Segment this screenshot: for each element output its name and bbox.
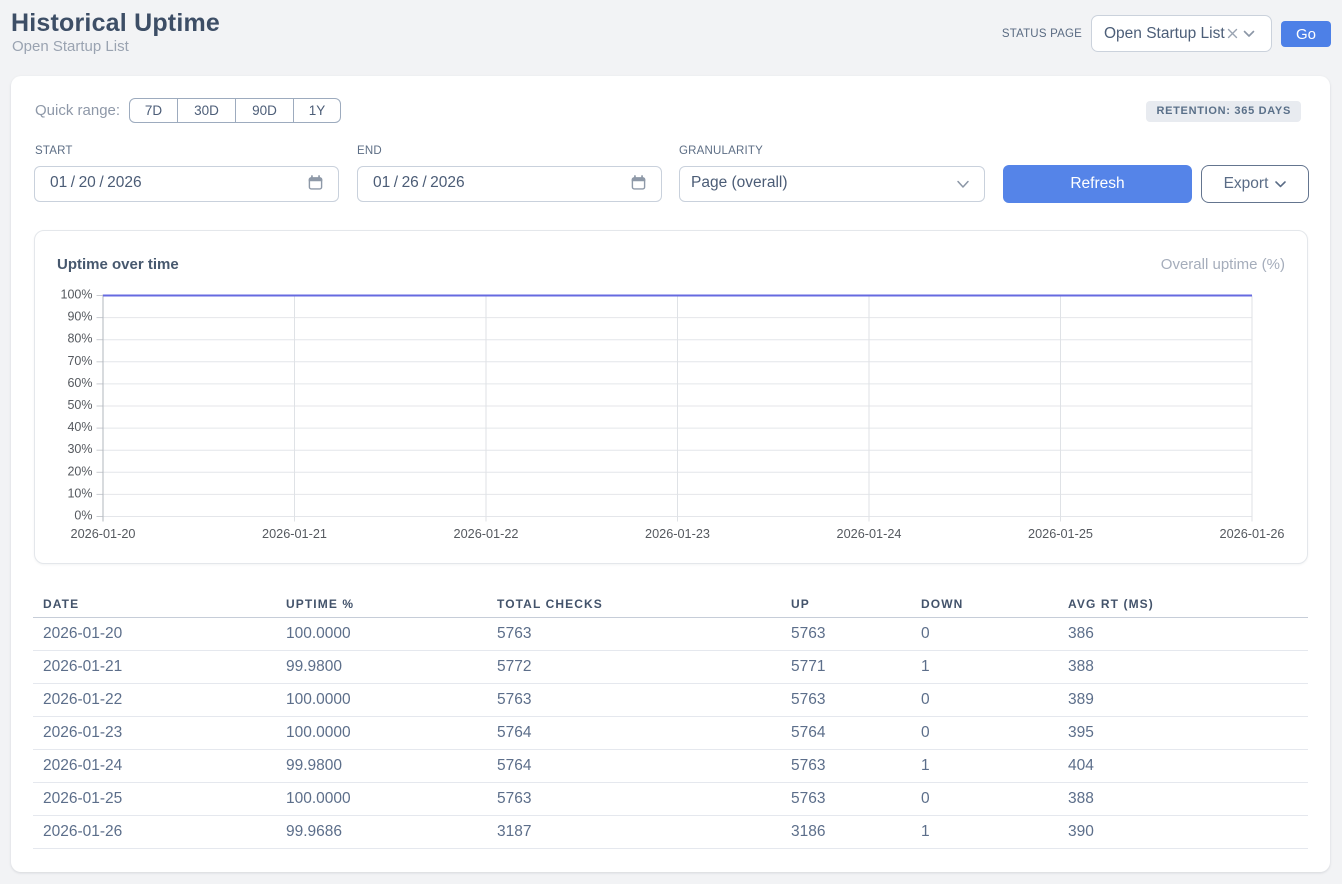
svg-text:60%: 60% [67, 376, 92, 390]
svg-text:2026-01-24: 2026-01-24 [837, 527, 902, 541]
svg-text:20%: 20% [67, 464, 92, 478]
svg-text:50%: 50% [67, 398, 92, 412]
svg-text:2026-01-26: 2026-01-26 [1220, 527, 1285, 541]
svg-text:90%: 90% [67, 310, 92, 324]
svg-text:2026-01-21: 2026-01-21 [262, 527, 327, 541]
svg-text:30%: 30% [67, 442, 92, 456]
svg-text:70%: 70% [67, 354, 92, 368]
svg-text:2026-01-25: 2026-01-25 [1028, 527, 1093, 541]
svg-text:40%: 40% [67, 420, 92, 434]
svg-text:2026-01-23: 2026-01-23 [645, 527, 710, 541]
svg-text:10%: 10% [67, 486, 92, 500]
svg-text:2026-01-20: 2026-01-20 [71, 527, 136, 541]
svg-text:0%: 0% [74, 509, 92, 523]
svg-text:100%: 100% [61, 288, 93, 302]
svg-text:2026-01-22: 2026-01-22 [454, 527, 519, 541]
svg-text:80%: 80% [67, 332, 92, 346]
